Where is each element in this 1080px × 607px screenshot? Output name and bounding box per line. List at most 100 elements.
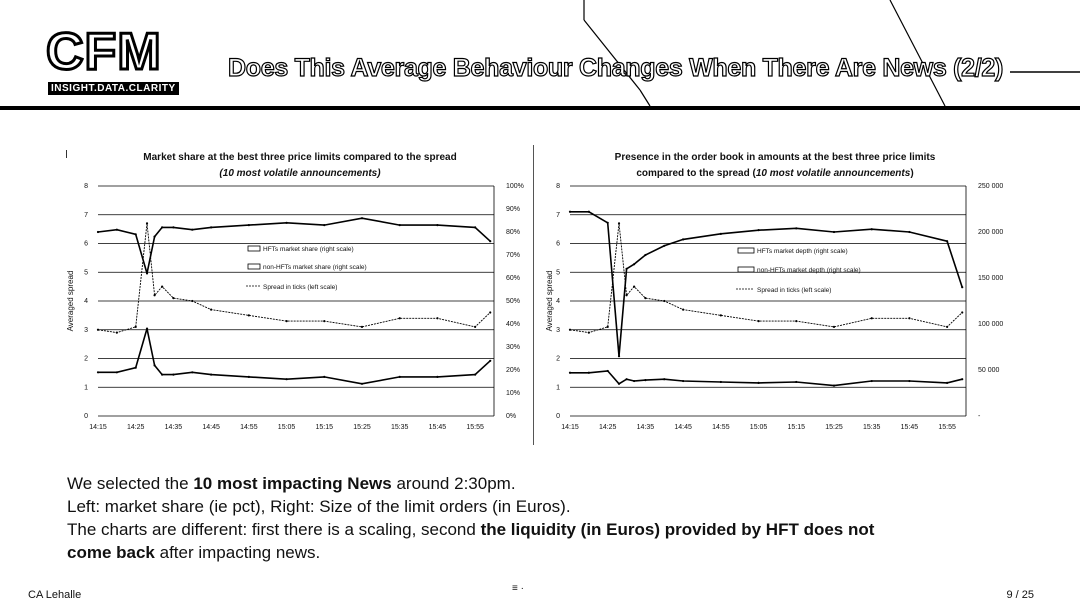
x-tick-label: 15:55 xyxy=(938,424,956,431)
hft-series-point xyxy=(644,379,647,382)
right-axis-ticks: 250 000 200 000 150 000 100 000 50 000 - xyxy=(978,183,1003,420)
logo-text: CFM xyxy=(45,23,163,82)
non-hft-series-point xyxy=(153,235,156,238)
left-tick-label: 5 xyxy=(556,269,560,276)
hft-series-point xyxy=(663,378,666,381)
subtitle-plain: compared to the spread ( xyxy=(636,168,756,179)
non-hft-series-point xyxy=(474,226,477,229)
x-tick-label: 15:05 xyxy=(750,424,768,431)
non-hft-series-point xyxy=(568,210,572,213)
non-hft-series-point xyxy=(663,244,666,247)
body-line-2: Left: market share (ie pct), Right: Size… xyxy=(67,497,571,516)
legend-swatch-non-hft xyxy=(737,266,755,273)
x-tick-label: 15:15 xyxy=(788,424,806,431)
spread-series-point xyxy=(398,317,401,320)
right-tick-label: 10% xyxy=(506,390,520,397)
right-tick-label: 50% xyxy=(506,298,520,305)
x-tick-label: 15:45 xyxy=(429,424,447,431)
right-tick-label: 80% xyxy=(506,229,520,236)
spread-series-point xyxy=(115,331,118,334)
spread-series-point xyxy=(587,331,590,334)
right-tick-label: 40% xyxy=(506,321,520,328)
spread-series-point xyxy=(757,320,760,323)
hft-series-point xyxy=(134,366,137,369)
x-axis-ticks: 14:15 14:25 14:35 14:45 14:55 15:05 15:15 15:25… xyxy=(89,424,484,431)
non-hft-series-point xyxy=(96,230,100,234)
hft-series-point xyxy=(115,371,118,374)
left-tick-label: 7 xyxy=(84,212,88,219)
cfm-logo: CFM INSIGHT.DATA.CLARITY xyxy=(45,23,190,100)
right-tick-label: 0% xyxy=(506,413,516,420)
body-line-1: We selected the 10 most impacting News a… xyxy=(67,472,1027,495)
non-hft-series-point xyxy=(644,253,647,257)
legend-swatch-hft xyxy=(737,247,755,254)
legend-label-non-hft: non-HFTs market depth (right scale) xyxy=(757,267,861,274)
hft-series-point xyxy=(757,381,760,384)
right-tick-label: 100 000 xyxy=(978,321,1003,328)
non-hft-series-point xyxy=(587,210,590,213)
spread-series-point xyxy=(134,325,137,328)
right-tick-label: 250 000 xyxy=(978,183,1003,190)
spread-series-point xyxy=(870,317,873,320)
hft-series-point xyxy=(474,373,477,376)
x-tick-label: 14:15 xyxy=(561,424,579,431)
right-tick-label: 150 000 xyxy=(978,275,1003,282)
hft-series-point xyxy=(172,373,175,376)
x-tick-label: 15:25 xyxy=(825,424,843,431)
right-tick-label: 70% xyxy=(506,252,520,259)
series-lines xyxy=(96,217,492,385)
left-tick-label: 7 xyxy=(556,212,560,219)
hft-series-point xyxy=(617,382,621,385)
non-hft-series-point xyxy=(398,224,401,227)
x-tick-label: 14:55 xyxy=(240,424,258,431)
right-tick-label: 20% xyxy=(506,367,520,374)
left-tick-label: 0 xyxy=(556,413,560,420)
chart-divider xyxy=(533,145,534,445)
non-hft-series-point xyxy=(436,224,439,227)
chart-title: Presence in the order book in amounts at… xyxy=(615,152,936,163)
slide-title: Does This Average Behaviour Changes When… xyxy=(227,53,1003,82)
x-tick-label: 15:35 xyxy=(391,424,409,431)
spread-series-point xyxy=(161,285,164,288)
non-hft-series-point xyxy=(832,230,836,234)
left-tick-label: 4 xyxy=(84,298,88,305)
x-axis-ticks: 14:15 14:25 14:35 14:45 14:55 15:05 15:15 15:25… xyxy=(561,424,956,431)
left-tick-label: 5 xyxy=(84,269,88,276)
left-tick-label: 1 xyxy=(84,384,88,391)
spread-series-point xyxy=(682,308,685,311)
left-tick-label: 1 xyxy=(556,384,560,391)
legend-swatch-non-hft xyxy=(247,263,261,270)
x-tick-label: 14:35 xyxy=(165,424,183,431)
spread-series-point xyxy=(568,328,572,331)
legend-label-non-hft: non-HFTs market share (right scale) xyxy=(263,264,367,271)
hft-series-point xyxy=(247,375,250,378)
logo-tagline: INSIGHT.DATA.CLARITY xyxy=(48,82,179,95)
non-hft-series-point xyxy=(625,267,628,270)
non-hft-series-point xyxy=(115,228,118,231)
legend-label-hft: HFTs market share (right scale) xyxy=(263,246,354,253)
hft-series-point xyxy=(96,371,100,374)
y-axis-label: Averaged spread xyxy=(66,271,75,332)
spread-series-point xyxy=(153,294,156,297)
spread-series-point xyxy=(474,325,477,328)
non-hft-series-point xyxy=(617,355,621,358)
footer-nav-mark[interactable]: ≡ · xyxy=(512,583,524,594)
non-hft-series-point xyxy=(323,224,326,227)
non-hft-series-point xyxy=(161,226,164,229)
left-tick-label: 2 xyxy=(556,356,560,363)
x-tick-label: 14:45 xyxy=(674,424,692,431)
spread-series-point xyxy=(663,299,666,303)
body-line-3-a: The charts are different: first there is… xyxy=(67,520,481,539)
page-number: 9 / 25 xyxy=(1006,589,1034,601)
legend: HFTs market depth (right scale) non-HFTs… xyxy=(736,247,861,294)
legend: HFTs market share (right scale) non-HFTs… xyxy=(246,245,367,291)
x-tick-label: 15:25 xyxy=(353,424,371,431)
spread-series-point xyxy=(323,320,326,323)
market-share-chart: Market share at the best three price lim… xyxy=(66,152,524,431)
non-hft-series-point xyxy=(145,272,149,275)
right-tick-label: 60% xyxy=(506,275,520,282)
non-hft-series-point xyxy=(633,263,636,266)
x-tick-label: 15:05 xyxy=(278,424,296,431)
spread-series-point xyxy=(436,317,439,320)
hft-series-point xyxy=(153,364,156,367)
